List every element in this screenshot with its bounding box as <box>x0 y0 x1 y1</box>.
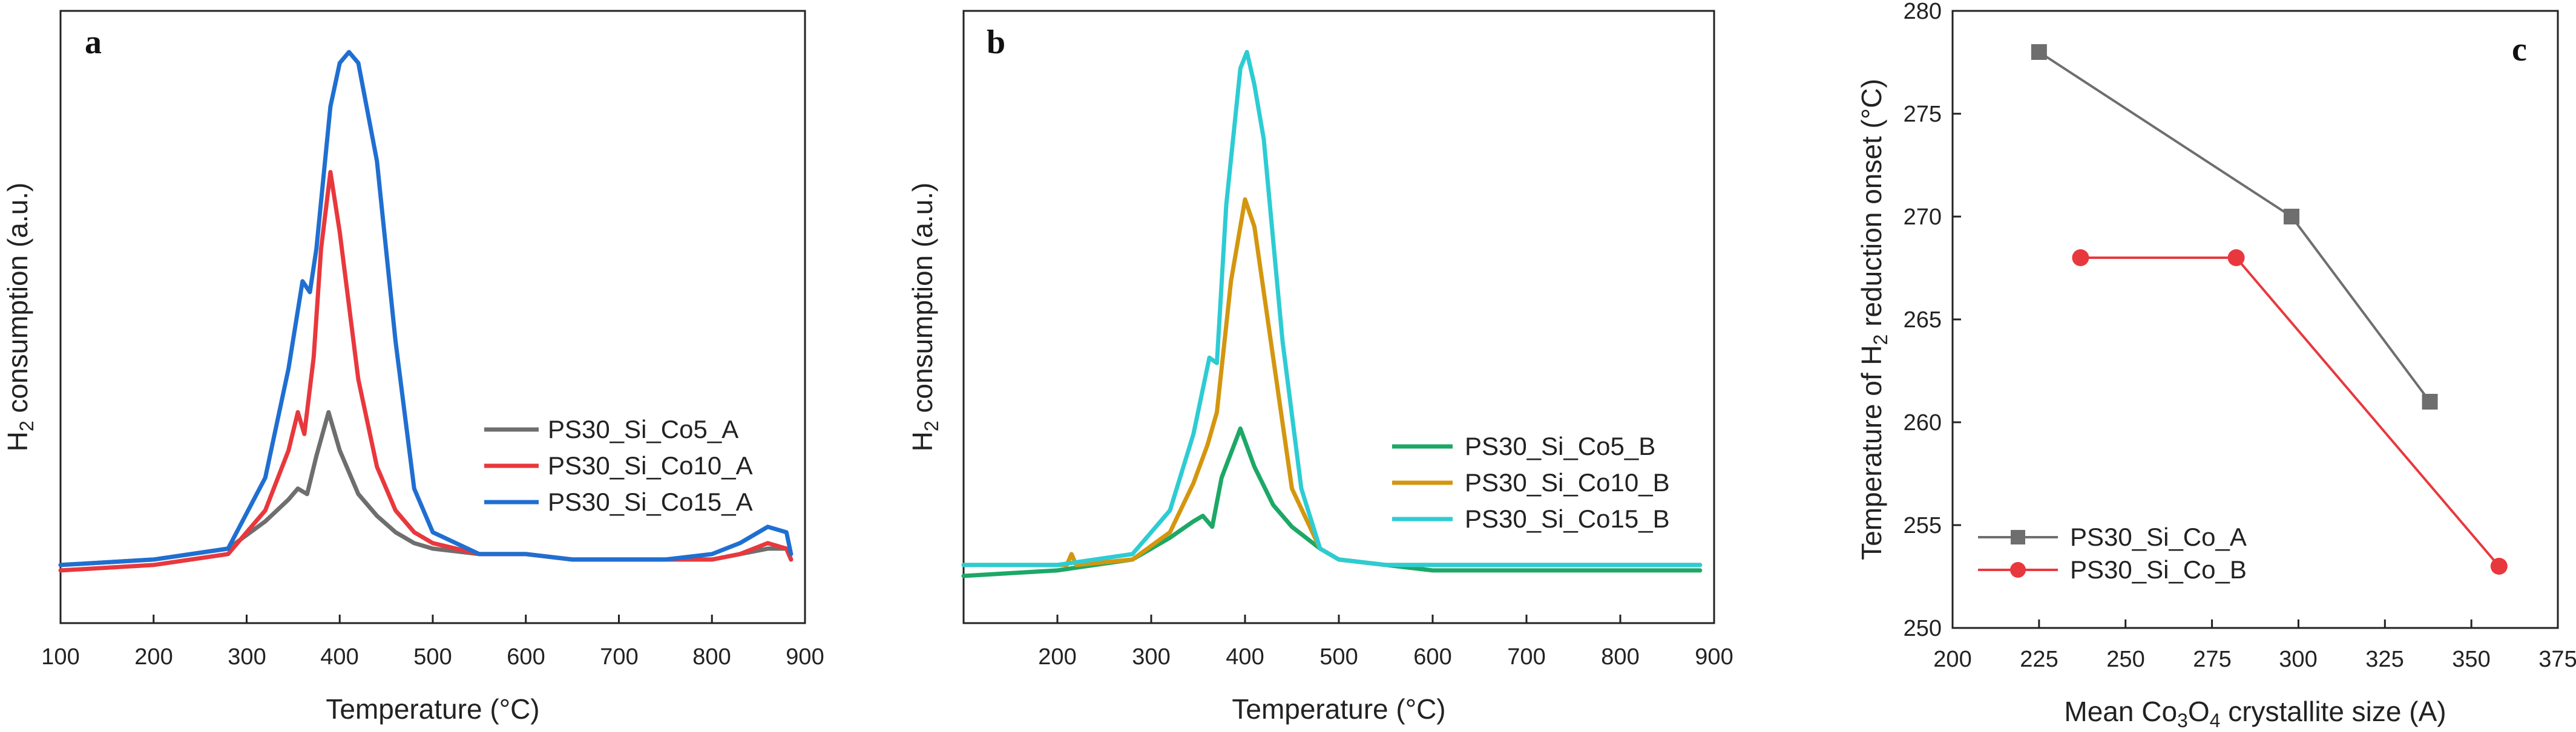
c-y-tick-label: 265 <box>1904 307 1942 333</box>
c-x-tick-label: 200 <box>1933 647 1971 672</box>
c-y-tick-label: 255 <box>1904 513 1942 538</box>
a-x-tick-label: 900 <box>786 644 824 670</box>
c-y-tick-label: 280 <box>1904 0 1942 24</box>
panel-c-x-axis-label: Mean Co3O4 crystallite size (A) <box>2064 696 2446 731</box>
a-x-tick-label: 400 <box>320 644 358 670</box>
c-x-tick-label: 375 <box>2538 647 2576 672</box>
c-series-line-1 <box>2038 51 2431 403</box>
a-x-tick-label: 800 <box>692 644 731 670</box>
panel-a-x-ticks <box>59 615 806 623</box>
a-legend-label-co5: PS30_Si_Co5_A <box>548 415 738 443</box>
panel-c-letter: c <box>2512 31 2527 68</box>
c-data-point-circle <box>2072 249 2089 266</box>
a-x-tick-label: 300 <box>228 644 266 670</box>
panel-b-y-axis-label: H2 consumption (a.u.) <box>907 183 942 452</box>
c-x-tick-label: 250 <box>2106 647 2144 672</box>
panel-b-letter: b <box>987 24 1005 61</box>
a-x-tick-label: 700 <box>600 644 638 670</box>
c-data-point-square <box>2422 394 2438 410</box>
c-data-point-circle <box>2490 558 2508 575</box>
c-x-tick-label: 300 <box>2279 647 2317 672</box>
a-x-tick-label: 600 <box>507 644 545 670</box>
panel-b-legend: PS30_Si_Co5_B PS30_Si_Co10_B PS30_Si_Co1… <box>1392 432 1670 533</box>
c-legend-label-b: PS30_Si_Co_B <box>2070 555 2247 584</box>
panel-c-y-tick-labels: 250 255 260 265 270 275 280 <box>1904 0 1942 641</box>
b-x-tick-label: 400 <box>1226 644 1264 670</box>
c-y-tick-label: 275 <box>1904 102 1942 127</box>
b-x-tick-label: 600 <box>1413 644 1451 670</box>
b-x-tick-label: 900 <box>1695 644 1733 670</box>
c-y-tick-label: 250 <box>1904 616 1942 641</box>
c-series-line-2 <box>2080 257 2500 567</box>
panel-c-y-axis-label: Temperature of H2 reduction onset (°C) <box>1856 79 1891 560</box>
panel-c-frame <box>1951 10 2559 629</box>
c-x-tick-label: 325 <box>2365 647 2404 672</box>
c-data-point-square <box>2031 44 2047 60</box>
a-legend-label-co15: PS30_Si_Co15_A <box>548 488 753 516</box>
panel-c-legend: PS30_Si_Co_A PS30_Si_Co_B <box>1978 523 2247 584</box>
panel-a-legend: PS30_Si_Co5_A PS30_Si_Co10_A PS30_Si_Co1… <box>484 415 753 516</box>
b-x-tick-label: 500 <box>1319 644 1358 670</box>
panel-a-x-tick-labels: 100 200 300 400 500 600 700 800 900 <box>41 644 824 670</box>
panel-c-x-tick-labels: 200 225 250 275 300 325 350 375 <box>1933 647 2576 672</box>
b-x-tick-label: 300 <box>1132 644 1170 670</box>
c-legend-circle-marker <box>2010 562 2026 578</box>
c-data-point-circle <box>2227 249 2245 266</box>
panel-c: 200 225 250 275 300 325 350 375 250 255 … <box>1856 0 2576 731</box>
panel-b: 200 300 400 500 600 700 800 900 Temperat… <box>907 10 1733 725</box>
b-x-tick-label: 800 <box>1601 644 1639 670</box>
panel-a-series <box>58 50 794 573</box>
b-legend-label-co10: PS30_Si_Co10_B <box>1465 468 1670 497</box>
c-y-tick-label: 260 <box>1904 410 1942 436</box>
c-x-tick-label: 225 <box>2020 647 2058 672</box>
a-series-line-2 <box>58 170 794 573</box>
c-legend-square-marker <box>2011 530 2025 544</box>
panel-a: 100 200 300 400 500 600 700 800 900 Temp… <box>2 10 824 725</box>
panel-b-x-ticks <box>1056 615 1715 623</box>
panel-b-x-tick-labels: 200 300 400 500 600 700 800 900 <box>1038 644 1733 670</box>
b-x-tick-label: 200 <box>1038 644 1076 670</box>
panel-a-y-axis-label: H2 consumption (a.u.) <box>2 183 38 452</box>
c-x-tick-label: 275 <box>2193 647 2231 672</box>
a-series-line-3 <box>58 50 794 567</box>
b-legend-label-co5: PS30_Si_Co5_B <box>1465 432 1655 460</box>
b-series-line-1 <box>961 426 1703 578</box>
a-x-tick-label: 100 <box>41 644 79 670</box>
b-series-line-3 <box>961 50 1703 567</box>
b-legend-label-co15: PS30_Si_Co15_B <box>1465 505 1670 533</box>
panel-a-letter: a <box>85 24 102 61</box>
panel-b-x-axis-label: Temperature (°C) <box>1232 693 1445 725</box>
c-y-tick-label: 270 <box>1904 204 1942 230</box>
panel-c-ticks <box>1951 10 2559 629</box>
b-x-tick-label: 700 <box>1507 644 1545 670</box>
a-x-tick-label: 500 <box>413 644 452 670</box>
c-data-point-square <box>2284 209 2299 224</box>
panel-a-x-axis-label: Temperature (°C) <box>326 693 539 725</box>
c-legend-label-a: PS30_Si_Co_A <box>2070 523 2247 551</box>
a-x-tick-label: 200 <box>134 644 172 670</box>
panel-b-series <box>961 50 1703 578</box>
panel-c-series <box>2031 44 2508 575</box>
a-legend-label-co10: PS30_Si_Co10_A <box>548 451 753 480</box>
c-x-tick-label: 350 <box>2452 647 2490 672</box>
